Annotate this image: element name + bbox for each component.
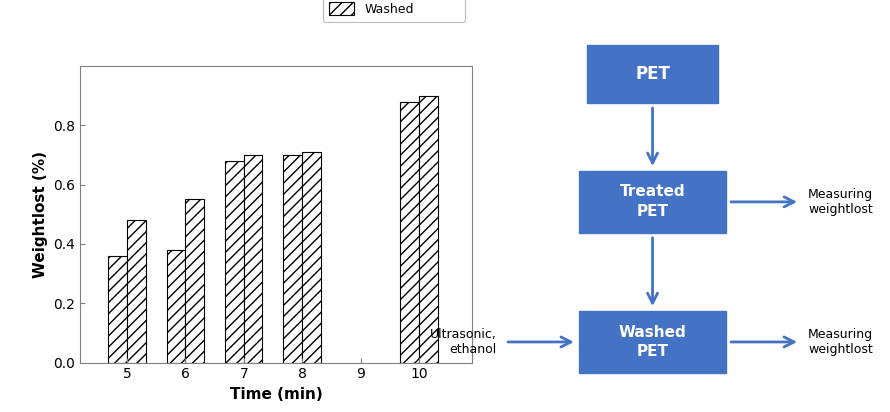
Bar [127,220,146,363]
Text: Treated
PET: Treated PET [619,185,685,219]
Text: Measuring
weightlost: Measuring weightlost [808,328,873,356]
Text: Measuring
weightlost: Measuring weightlost [808,188,873,216]
Bar [244,155,263,363]
Bar [166,250,185,363]
Bar [225,161,244,363]
Text: Washed
PET: Washed PET [619,325,686,359]
Text: Ultrasonic,
ethanol: Ultrasonic, ethanol [430,328,497,356]
FancyBboxPatch shape [578,171,726,233]
Bar [400,101,419,363]
Bar [284,155,303,363]
Bar [185,199,204,363]
Bar [109,256,127,363]
FancyBboxPatch shape [578,311,726,373]
FancyBboxPatch shape [587,45,718,103]
Bar [419,96,438,363]
X-axis label: Time (min): Time (min) [230,387,322,402]
Y-axis label: Weightlost (%): Weightlost (%) [33,151,48,278]
Legend: Plasma treated, Washed: Plasma treated, Washed [323,0,465,22]
Bar [303,152,321,363]
Text: PET: PET [635,65,670,83]
